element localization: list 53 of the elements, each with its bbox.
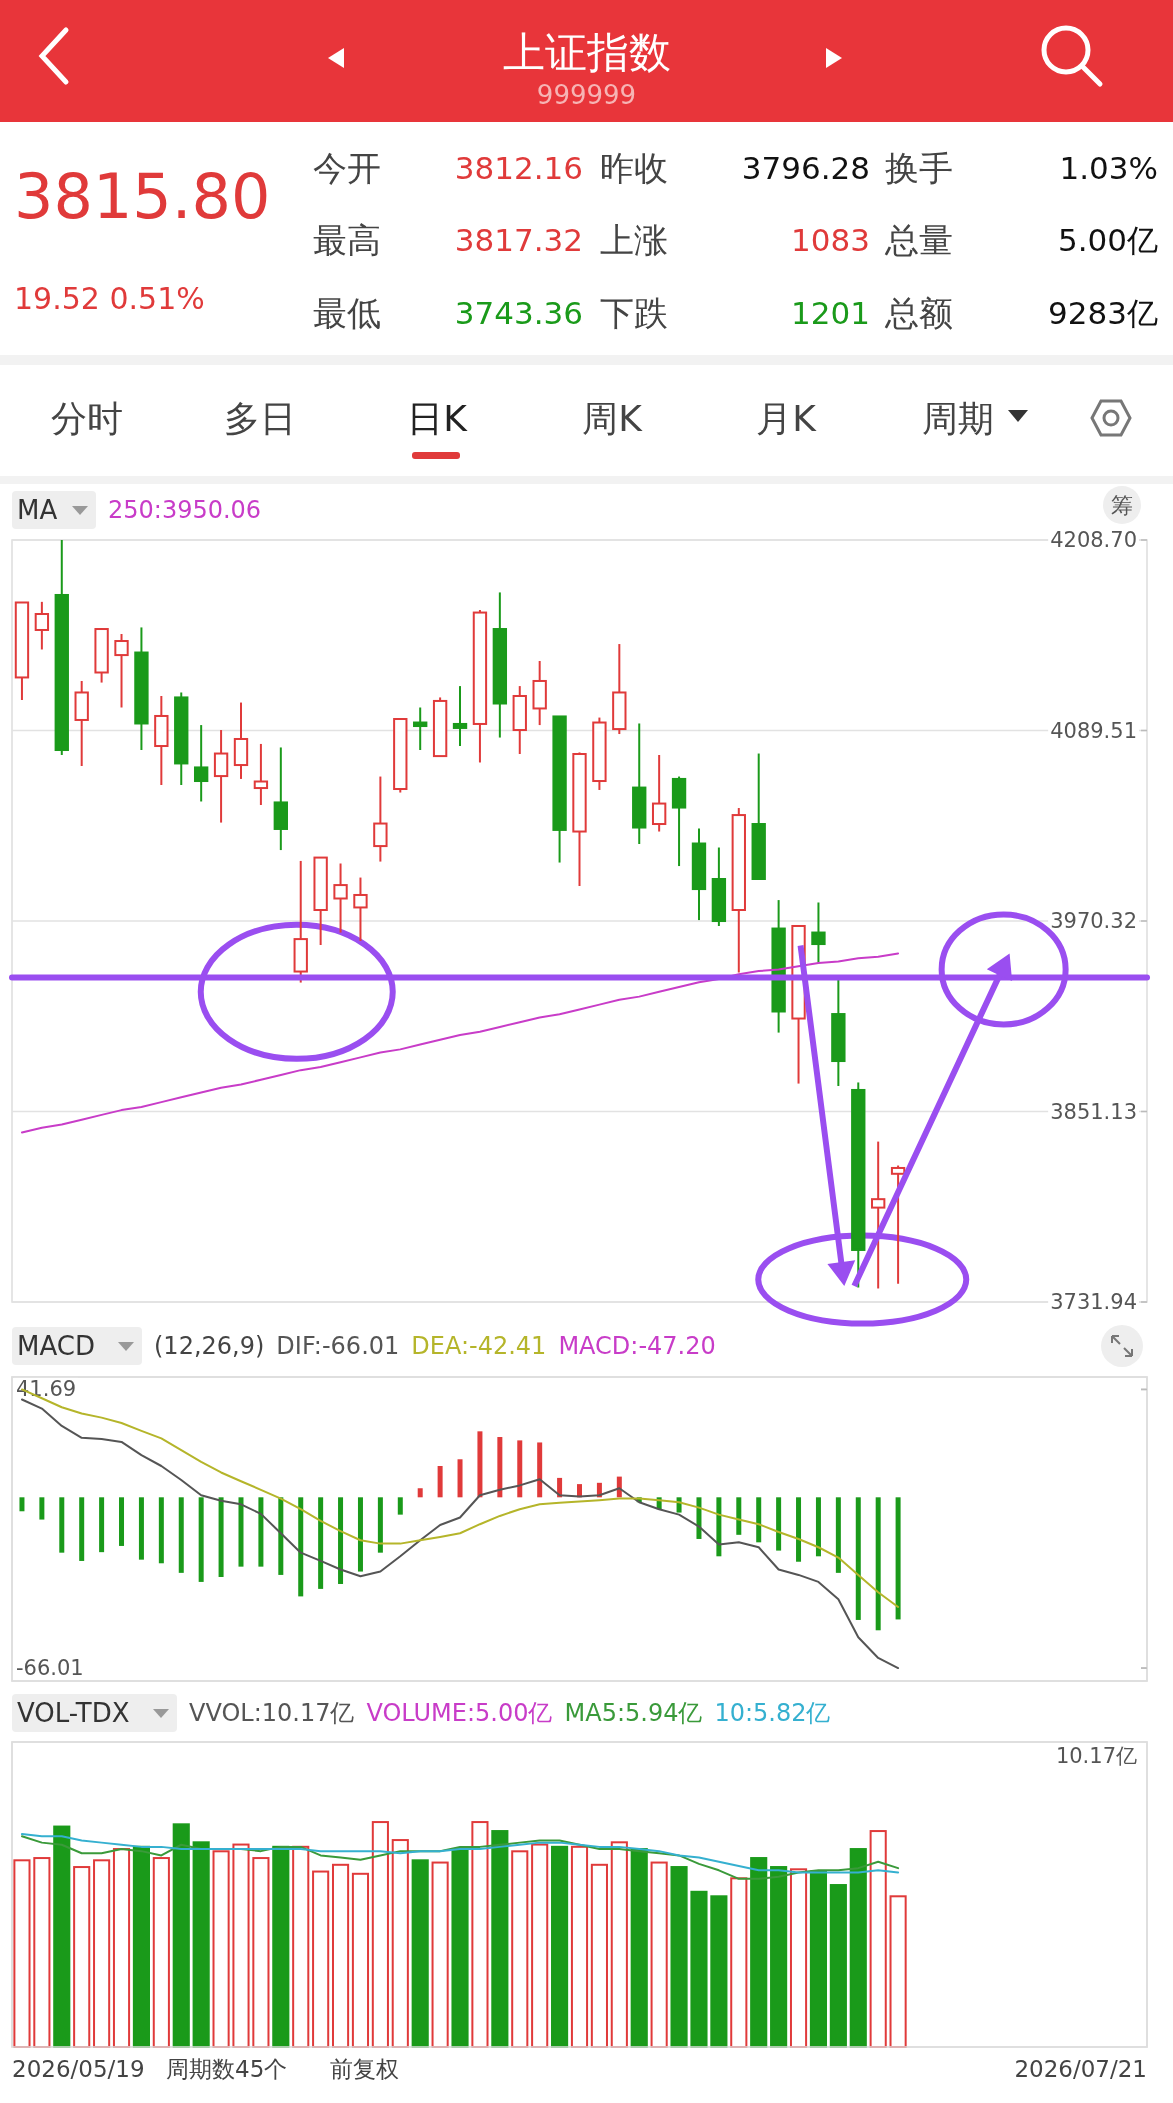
text: 月K: [756, 397, 818, 439]
text: VOLUME:5.00亿: [366, 1699, 553, 1727]
text: 19.52 0.51%: [14, 280, 205, 316]
text: 最低: [313, 293, 381, 333]
text: 1083: [791, 222, 870, 258]
text: VOL-TDX: [17, 1698, 130, 1728]
text: 1.03%: [1059, 150, 1158, 186]
text: (12,26,9): [154, 1332, 265, 1360]
text: 周K: [582, 397, 644, 439]
text: 上证指数: [502, 27, 671, 77]
text: 今开: [313, 148, 381, 188]
text: 多日: [224, 397, 296, 439]
y-tick-label: -66.01: [16, 1656, 84, 1681]
y-tick-label: 3851.13: [1050, 1099, 1137, 1124]
text: 筹: [1111, 492, 1133, 518]
text: 10:5.82亿: [714, 1699, 831, 1727]
text: 下跌: [600, 293, 668, 333]
text: MACD: [17, 1331, 95, 1361]
y-tick-label: 3731.94: [1050, 1290, 1137, 1314]
text: DIF:-66.01: [276, 1332, 400, 1360]
text: 日K: [407, 397, 469, 439]
text: 周期数45个: [166, 2056, 288, 2082]
text: 10.17亿: [1055, 1744, 1137, 1768]
text: 3815.80: [14, 159, 271, 233]
y-tick-label: 41.69: [16, 1377, 77, 1402]
text: 3812.16: [454, 150, 583, 186]
text: 9283亿: [1048, 295, 1158, 331]
text: MA5:5.94亿: [564, 1699, 703, 1727]
text: 250:3950.06: [108, 496, 262, 524]
y-tick-label: 4208.70: [1050, 528, 1137, 552]
text: 3743.36: [454, 295, 583, 331]
text: VVOL:10.17亿: [189, 1699, 355, 1727]
text: 前复权: [330, 2056, 399, 2082]
y-tick-label: 3970.32: [1050, 909, 1137, 933]
text: 3817.32: [454, 222, 583, 258]
text: 2026/05/19: [12, 2056, 145, 2082]
text: 3796.28: [741, 150, 870, 186]
text: 总量: [884, 220, 953, 260]
text: 5.00亿: [1057, 222, 1158, 258]
text: 1201: [791, 295, 870, 331]
text: 换手: [885, 148, 953, 188]
text: 2026/07/21: [1014, 2056, 1147, 2082]
text: 上涨: [600, 220, 668, 260]
text: 999999: [536, 80, 637, 110]
text: 最高: [313, 220, 381, 260]
text: 分时: [51, 397, 123, 439]
text: 总额: [884, 293, 953, 333]
text: DEA:-42.41: [411, 1332, 547, 1360]
text: MACD:-47.20: [558, 1332, 716, 1360]
text: 昨收: [600, 148, 668, 188]
y-tick-label: 4089.51: [1050, 718, 1137, 743]
text: MA: [17, 495, 58, 525]
text: 周期: [922, 397, 994, 439]
